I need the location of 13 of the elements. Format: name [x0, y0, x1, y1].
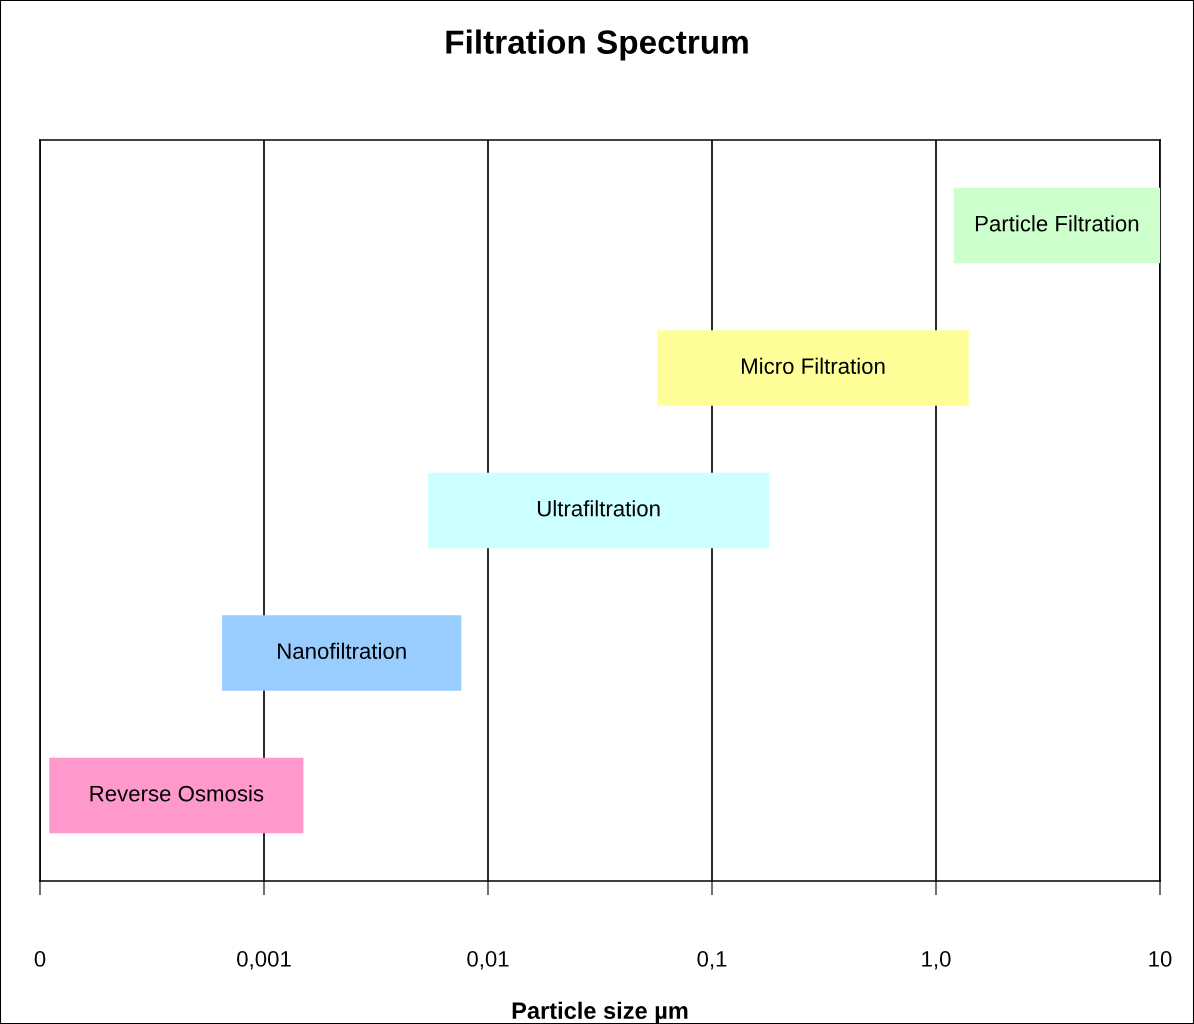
x-tick-label: 0,001: [237, 951, 291, 970]
x-tick-label: 0,1: [697, 951, 727, 970]
y-tick-label: Reverse Osmosis: [90, 785, 264, 802]
y-tick-label: Ultrafiltration: [537, 500, 660, 517]
chart-title: Filtration Spectrum: [446, 29, 748, 61]
x-tick-label: 10: [1149, 951, 1172, 967]
x-tick-label: 0,01: [467, 951, 509, 970]
y-tick-label: Nanofiltration: [278, 642, 406, 659]
x-axis-title: Particle size µm: [512, 1001, 688, 1024]
y-tick-label: Particle Filtration: [975, 215, 1139, 232]
y-tick-label: Micro Filtration: [742, 357, 885, 374]
x-tick-label: 0: [34, 951, 46, 967]
x-tick-label: 1,0: [922, 951, 951, 970]
